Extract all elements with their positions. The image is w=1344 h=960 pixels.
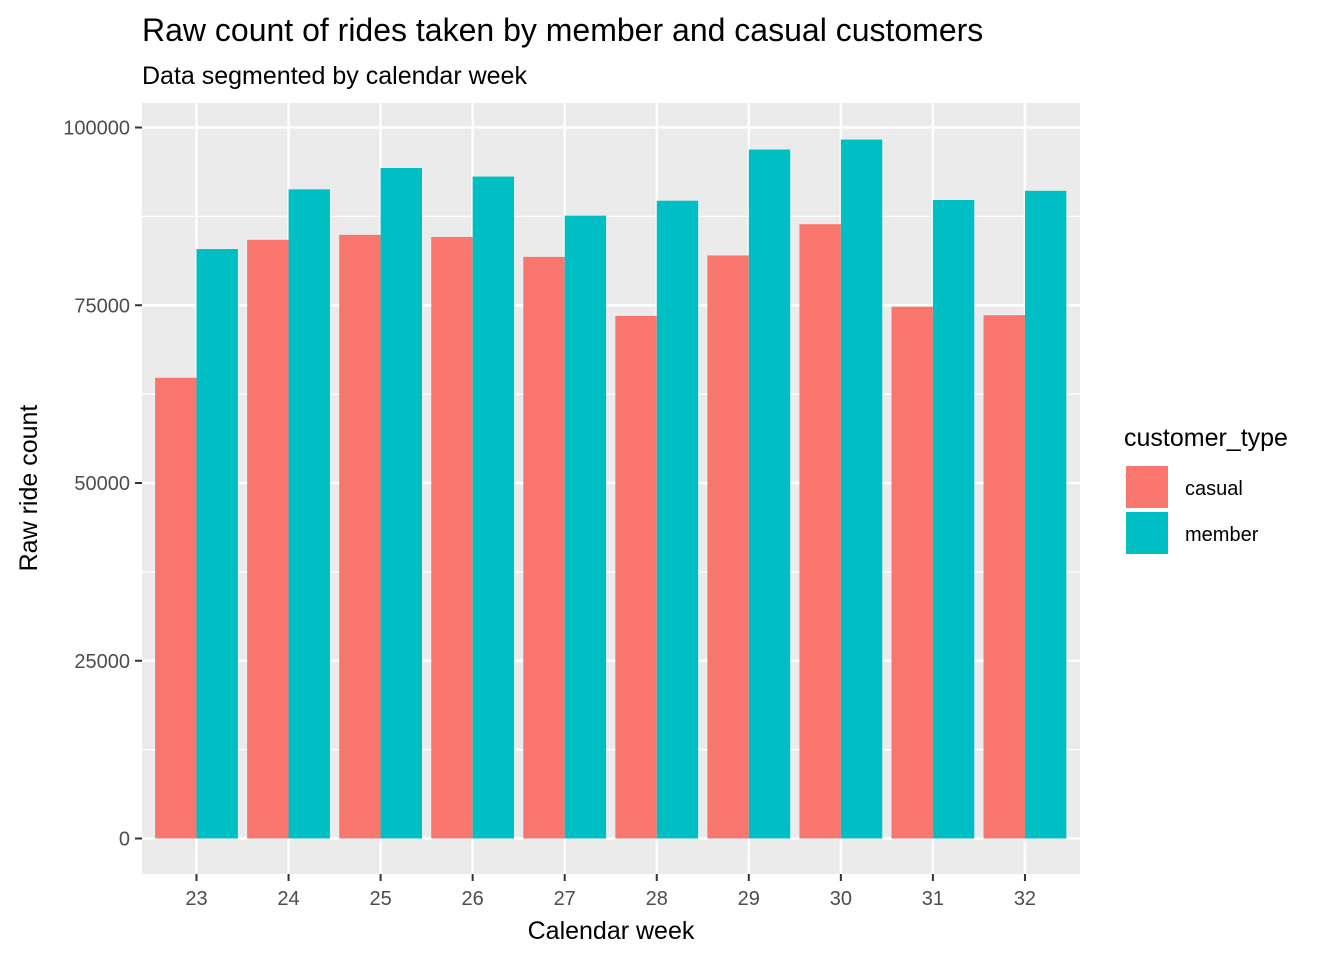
x-tick-label: 26 <box>462 888 484 910</box>
bar-casual-30 <box>799 224 841 839</box>
legend-key-member <box>1126 512 1168 554</box>
bar-casual-32 <box>983 315 1025 839</box>
bar-member-30 <box>840 139 883 839</box>
y-tick-label: 0 <box>119 829 130 851</box>
bar-member-29 <box>748 149 791 839</box>
y-tick-label: 100000 <box>63 118 130 140</box>
bar-casual-27 <box>523 256 565 839</box>
bar-casual-25 <box>339 234 381 839</box>
bar-casual-31 <box>891 306 933 839</box>
y-axis: 0 25000 50000 75000 100000 <box>63 118 142 851</box>
x-tick-label: 30 <box>830 888 852 910</box>
y-tick-label: 75000 <box>74 295 130 317</box>
x-tick-label: 31 <box>922 888 944 910</box>
x-axis: 23 24 25 26 27 28 29 30 31 32 <box>185 874 1036 910</box>
bar-member-23 <box>196 249 238 839</box>
bar-member-24 <box>288 189 330 839</box>
x-tick-label: 27 <box>554 888 576 910</box>
bar-casual-23 <box>155 377 197 839</box>
chart-subtitle: Data segmented by calendar week <box>142 62 527 90</box>
legend-label-member: member <box>1185 524 1259 546</box>
bar-casual-26 <box>431 236 473 839</box>
legend-label-casual: casual <box>1185 478 1243 500</box>
x-tick-label: 24 <box>277 888 299 910</box>
bar-member-28 <box>656 200 699 839</box>
legend-key-casual <box>1126 466 1168 508</box>
x-tick-label: 29 <box>738 888 760 910</box>
bar-casual-24 <box>247 239 289 839</box>
legend-title: customer_type <box>1124 424 1288 452</box>
x-tick-label: 23 <box>185 888 207 910</box>
y-tick-label: 50000 <box>74 473 130 495</box>
bar-casual-29 <box>707 255 749 839</box>
bars <box>155 139 1067 839</box>
bar-member-27 <box>564 215 607 839</box>
bar-member-32 <box>1024 190 1067 839</box>
legend: customer_type casual member <box>1124 424 1288 554</box>
x-axis-title: Calendar week <box>528 917 695 945</box>
chart-title: Raw count of rides taken by member and c… <box>142 12 983 48</box>
y-tick-label: 25000 <box>74 651 130 673</box>
bar-member-31 <box>932 200 975 839</box>
x-tick-label: 32 <box>1014 888 1036 910</box>
bar-member-25 <box>380 168 422 839</box>
y-axis-title: Raw ride count <box>15 405 43 572</box>
bar-member-26 <box>472 176 515 839</box>
bar-casual-28 <box>615 315 657 839</box>
x-tick-label: 25 <box>369 888 391 910</box>
x-tick-label: 28 <box>646 888 668 910</box>
